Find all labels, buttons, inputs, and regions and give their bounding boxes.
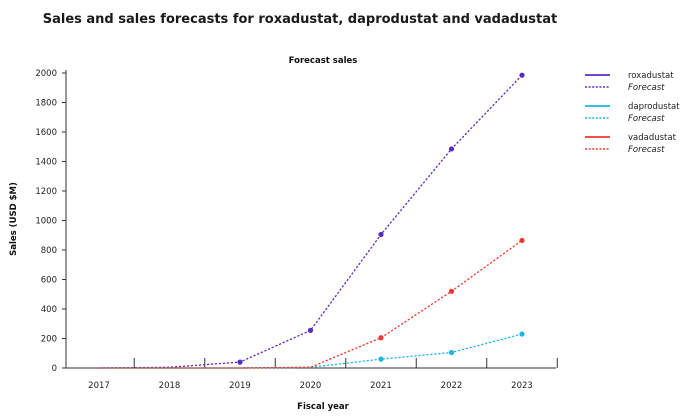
legend-label-forecast: Forecast <box>628 83 665 93</box>
y-tick-label: 600 <box>41 276 57 286</box>
chart-subtitle: Forecast sales <box>289 56 358 66</box>
data-point-roxadustat <box>237 359 243 365</box>
x-tick-label: 2018 <box>159 381 181 391</box>
legend-label-forecast: Forecast <box>628 145 665 155</box>
data-point-vadadustat <box>378 335 384 341</box>
y-tick-label: 200 <box>41 335 57 345</box>
x-tick-label: 2017 <box>88 381 110 391</box>
data-point-roxadustat <box>519 72 525 78</box>
x-tick-label: 2019 <box>229 381 251 391</box>
data-point-roxadustat <box>378 231 384 238</box>
legend-label-forecast: Forecast <box>628 114 665 124</box>
y-axis-title: Sales (USD $M) <box>9 182 19 256</box>
y-tick-label: 800 <box>41 246 57 256</box>
y-tick-label: 1200 <box>35 187 57 197</box>
data-point-roxadustat <box>448 146 455 152</box>
y-tick-label: 1600 <box>35 128 57 138</box>
y-tick-label: 0 <box>52 364 57 374</box>
x-tick-label: 2023 <box>511 381 533 391</box>
series-layer <box>98 72 525 369</box>
legend-label-daprodustat: daprodustat <box>628 102 680 112</box>
data-point-vadadustat <box>519 237 525 244</box>
legend-label-roxadustat: roxadustat <box>628 71 674 81</box>
x-axis-title: Fiscal year <box>297 402 349 412</box>
data-point-vadadustat <box>448 288 455 294</box>
legend: roxadustat Forecast daprodustat Forecast vad… <box>585 71 680 155</box>
legend-label-vadadustat: vadadustat <box>628 133 677 143</box>
y-tick-label: 1000 <box>35 217 57 227</box>
y-tick-label: 1800 <box>35 99 57 109</box>
y-tick-label: 1400 <box>35 158 57 168</box>
series-line-daprodustat <box>99 333 523 369</box>
data-point-daprodustat <box>378 356 384 362</box>
x-tick-label: 2020 <box>300 381 322 391</box>
x-tick-label: 2021 <box>370 381 392 391</box>
x-tick-label: 2022 <box>441 381 463 391</box>
y-tick-label: 400 <box>41 305 57 315</box>
chart-title: Sales and sales forecasts for roxadustat… <box>42 12 558 27</box>
chart-axes: 0 200 400 600 800 1000 1200 1400 1600 1800 2000 201… <box>35 69 558 391</box>
data-point-daprodustat <box>519 331 525 337</box>
y-tick-label: 2000 <box>35 69 57 79</box>
series-line-vadadustat <box>99 239 523 369</box>
data-point-roxadustat <box>307 327 314 333</box>
series-line-roxadustat <box>98 74 523 369</box>
data-point-daprodustat <box>448 349 455 356</box>
